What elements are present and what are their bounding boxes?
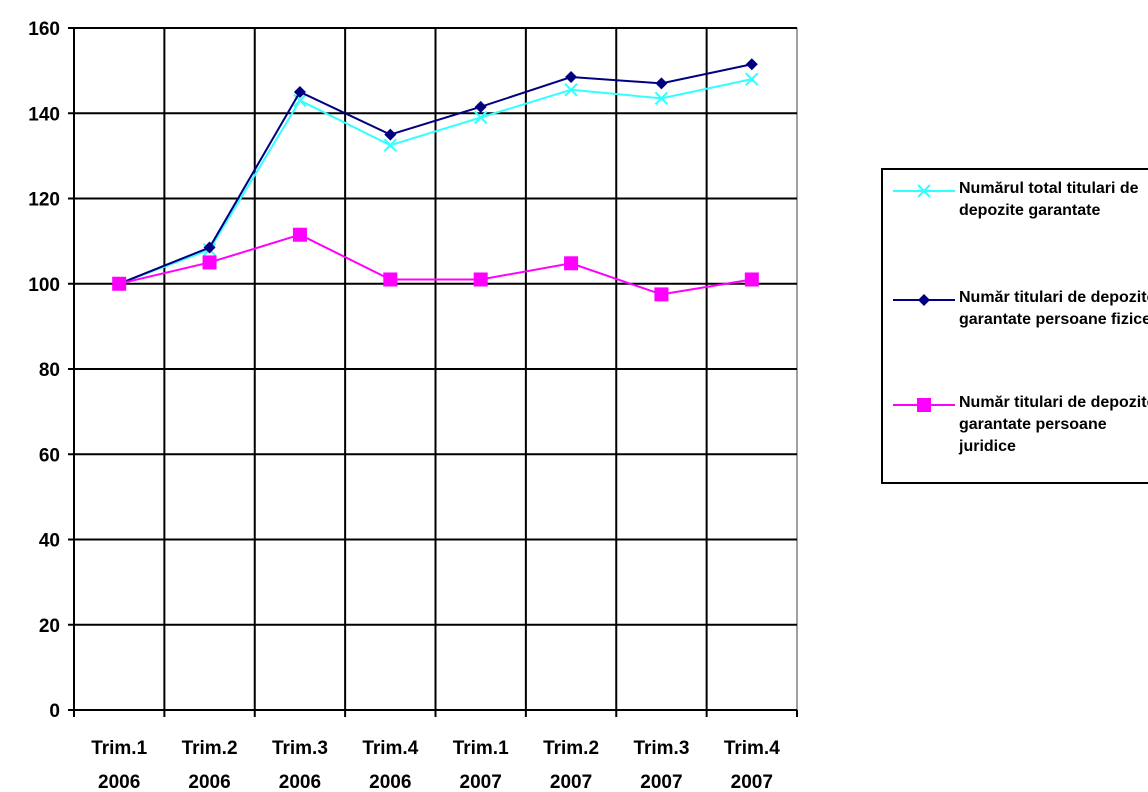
x-tick-label: Trim.1 2007 — [453, 738, 509, 792]
series-line-1 — [118, 78, 753, 285]
data-point-square — [292, 227, 307, 242]
x-tick-label: Trim.3 2007 — [633, 738, 689, 792]
data-point-diamond — [293, 85, 306, 98]
data-point-square — [744, 272, 759, 287]
x-tick-label: Trim.4 2007 — [724, 738, 780, 792]
data-point-x — [564, 83, 578, 97]
data-point-x — [383, 138, 398, 152]
legend-square-marker-icon — [893, 398, 955, 412]
data-point-x — [745, 72, 759, 86]
data-point-square — [564, 256, 579, 271]
data-point-diamond — [474, 100, 487, 113]
data-point-square — [383, 272, 398, 287]
y-tick-label: 80 — [39, 360, 60, 381]
y-tick-label: 20 — [39, 616, 60, 637]
y-tick-label: 0 — [49, 701, 60, 722]
y-tick-label: 140 — [28, 104, 60, 125]
series-line-2 — [118, 63, 753, 285]
series-lines — [112, 58, 759, 302]
data-point-square — [473, 272, 488, 287]
gridlines — [74, 27, 798, 710]
legend-x-marker-icon — [893, 184, 955, 198]
y-tick-label: 60 — [39, 445, 60, 466]
data-point-diamond — [745, 58, 758, 71]
x-tick-labels: Trim.1 2006 Trim.2 2006 Trim.3 2006 Trim.4 2006… — [91, 738, 780, 792]
data-point-diamond — [565, 71, 578, 84]
x-tick-label: Trim.4 2006 — [362, 738, 418, 792]
legend: Numărul total titulari de depozite garan… — [881, 168, 1148, 484]
x-tick-label: Trim.2 2006 — [182, 738, 238, 792]
data-point-diamond — [655, 77, 668, 90]
data-point-x — [293, 93, 307, 108]
data-point-x — [473, 110, 488, 125]
y-tick-label: 120 — [28, 190, 60, 211]
y-tick-label: 40 — [39, 531, 60, 552]
data-point-diamond — [384, 128, 397, 141]
data-point-square — [654, 287, 669, 302]
series-line-3 — [118, 233, 752, 296]
y-tick-label: 100 — [28, 275, 60, 296]
data-point-x — [654, 91, 669, 106]
x-tick-label: Trim.1 2006 — [91, 738, 147, 792]
data-point-diamond — [203, 241, 216, 254]
axes — [68, 27, 798, 717]
data-point-square — [202, 255, 217, 270]
y-tick-label: 160 — [28, 19, 60, 40]
x-tick-label: Trim.3 2006 — [272, 738, 328, 792]
legend-diamond-marker-icon — [893, 294, 955, 306]
legend-label-fizice: Număr titulari de depozite garantate per… — [959, 289, 1148, 328]
legend-label-total: Numărul total titulari de depozite garan… — [959, 180, 1139, 219]
data-point-square — [112, 276, 127, 291]
y-tick-labels: 0 20 40 60 80 100 120 140 160 — [28, 19, 60, 722]
x-tick-label: Trim.2 2007 — [543, 738, 599, 792]
legend-label-juridice: Număr titulari de depozite garantate per… — [959, 394, 1148, 455]
